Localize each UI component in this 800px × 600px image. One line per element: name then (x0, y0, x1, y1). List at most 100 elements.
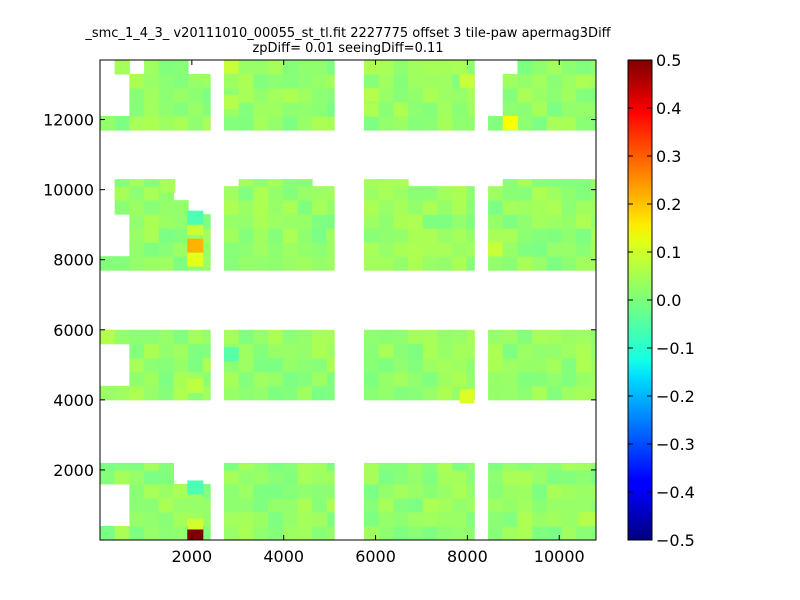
heatmap-cell (422, 214, 439, 229)
heatmap-cell (466, 88, 475, 103)
colorbar-tick-label: 0.4 (656, 99, 681, 118)
heatmap-cell (224, 186, 240, 201)
heatmap-cell (158, 343, 174, 359)
heatmap-cell (202, 88, 211, 103)
heatmap-cell (224, 462, 240, 471)
heatmap-cell (422, 511, 439, 527)
heatmap-cell (517, 371, 533, 387)
heatmap-cell (546, 242, 563, 257)
heatmap-cell (297, 60, 313, 75)
heatmap-cell (517, 60, 533, 75)
heatmap-cell (408, 497, 424, 513)
heatmap-cell (253, 497, 269, 513)
heatmap-cell (532, 242, 548, 257)
heatmap-cell (158, 256, 174, 271)
heatmap-cell (466, 343, 475, 359)
heatmap-cell (282, 186, 298, 201)
heatmap-cell-highlight (187, 252, 204, 267)
heatmap-cell (188, 74, 204, 89)
heatmap-cell (408, 385, 424, 401)
heatmap-cell-highlight (488, 242, 503, 257)
heatmap-cell (546, 357, 563, 373)
heatmap-cell (576, 214, 592, 229)
heatmap-cell (378, 60, 394, 75)
heatmap-cell (173, 343, 189, 359)
heatmap-cell (158, 102, 174, 117)
heatmap-cell (517, 242, 533, 257)
heatmap-cell (253, 385, 269, 401)
heatmap-cell (173, 88, 189, 103)
heatmap-cell (238, 525, 254, 540)
heatmap-cell (466, 116, 475, 131)
heatmap-cell (297, 343, 313, 359)
heatmap-cell (393, 102, 409, 117)
heatmap-cell (268, 179, 284, 187)
heatmap-cell (129, 511, 145, 527)
heatmap-cell (408, 60, 424, 75)
heatmap-cell (532, 511, 548, 527)
heatmap-cell (144, 116, 160, 131)
heatmap-cell (546, 60, 563, 75)
heatmap-cell (378, 242, 394, 257)
heatmap-cell (326, 228, 335, 243)
heatmap-cell (129, 483, 145, 499)
heatmap-cell (364, 483, 380, 499)
heatmap-cell (253, 343, 269, 359)
heatmap-cell (576, 329, 592, 345)
heatmap-cell (282, 116, 298, 131)
heatmap-cell (144, 483, 160, 499)
heatmap-cell-highlight (187, 210, 204, 225)
heatmap-cell (437, 74, 453, 89)
heatmap-cell (282, 256, 298, 271)
heatmap-cell (188, 329, 204, 345)
heatmap-cell (517, 525, 533, 540)
heatmap-cell (282, 242, 298, 257)
heatmap-cell (590, 102, 596, 117)
heatmap-cell (532, 74, 548, 89)
heatmap-cell (312, 371, 328, 387)
heatmap-cell (408, 256, 424, 271)
heatmap-cell (144, 469, 160, 485)
heatmap-cell (452, 186, 468, 201)
heatmap-cell (364, 497, 380, 513)
heatmap-cell (297, 511, 313, 527)
colorbar-axis: 0.5 0.4 0.3 0.2 0.1 0.0 −0.1 −0.2 −0.3 −0.4 −0.5 (628, 51, 695, 550)
heatmap-cell (437, 116, 453, 131)
x-tick-label: 10000 (534, 547, 585, 566)
heatmap-cell (144, 525, 160, 540)
heatmap-cell (517, 186, 533, 201)
heatmap-cell (466, 525, 475, 540)
heatmap-cell (561, 385, 577, 401)
heatmap-cell (312, 228, 328, 243)
heatmap-cell (532, 116, 548, 131)
heatmap-cell (546, 228, 563, 243)
heatmap-cell (590, 116, 596, 131)
heatmap-cell (437, 256, 453, 271)
heatmap-cell (268, 186, 284, 201)
heatmap-cell (129, 116, 145, 131)
heatmap-cell (393, 462, 409, 471)
heatmap-cell (238, 200, 254, 215)
heatmap-cell (422, 74, 439, 89)
heatmap-cell (590, 343, 596, 359)
heatmap-cell (590, 200, 596, 215)
heatmap-cell (546, 329, 563, 345)
heatmap-cell (576, 343, 592, 359)
heatmap-cell (326, 385, 335, 401)
x-axis: 2000 4000 6000 8000 10000 (171, 60, 585, 566)
heatmap-cell (129, 228, 145, 243)
heatmap-cell (576, 116, 592, 131)
heatmap-cell (326, 214, 335, 229)
heatmap-cell (466, 214, 475, 229)
heatmap-cell (408, 357, 424, 373)
heatmap-cell (238, 343, 254, 359)
colorbar-tick-label: 0.1 (656, 243, 681, 262)
heatmap-cell (437, 200, 453, 215)
heatmap-cell-highlight (187, 480, 204, 495)
heatmap-cell (188, 102, 204, 117)
heatmap-cell (173, 74, 189, 89)
heatmap-cell (561, 497, 577, 513)
heatmap-cell (114, 256, 130, 271)
heatmap-cell (590, 228, 596, 243)
